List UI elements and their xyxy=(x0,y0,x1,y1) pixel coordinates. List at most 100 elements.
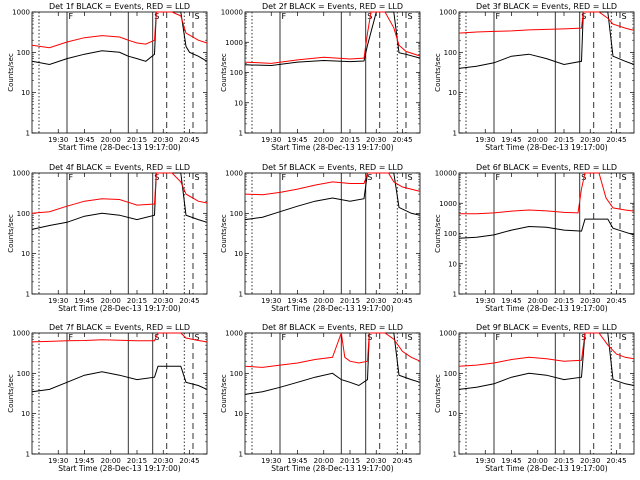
event-marker-label: F xyxy=(282,173,287,182)
series-line-events xyxy=(31,11,208,66)
event-marker-label: F xyxy=(496,12,501,21)
y-tick-label: 1000 xyxy=(12,330,30,338)
x-tick-label: 20:15 xyxy=(340,297,360,305)
x-tick-label: 20:30 xyxy=(366,457,386,465)
x-tick-label: 20:00 xyxy=(314,297,334,305)
y-tick-label: 1 xyxy=(26,291,30,299)
x-tick-label: 19:30 xyxy=(261,136,281,144)
x-tick-label: 20:00 xyxy=(101,457,121,465)
x-axis-label: Start Time (28-Dec-13 19:17:00) xyxy=(271,464,393,473)
panel-title: Det 5f BLACK = Events, RED = LLD xyxy=(262,163,403,172)
x-tick-label: 20:00 xyxy=(528,136,548,144)
x-tick-label: 20:15 xyxy=(554,297,574,305)
panel-det-4: Det 4f BLACK = Events, RED = LLD 1 10 100 10… xyxy=(7,163,208,313)
panel-title: Det 2f BLACK = Events, RED = LLD xyxy=(262,2,403,11)
y-tick-label: 100 xyxy=(444,49,457,57)
x-tick-label: 20:45 xyxy=(606,297,626,305)
plot-frame xyxy=(458,11,635,134)
panel-det-2: Det 2f BLACK = Events, RED = LLD 1 10 100 10… xyxy=(220,2,421,152)
y-tick-label: 10 xyxy=(234,250,243,258)
x-axis-label: Start Time (28-Dec-13 19:17:00) xyxy=(485,304,607,313)
x-tick-label: 20:45 xyxy=(606,457,626,465)
series-line-lld xyxy=(31,172,208,214)
y-tick-label: 10 xyxy=(234,410,243,418)
x-tick-label: 19:30 xyxy=(48,297,68,305)
event-marker-label: S xyxy=(581,333,586,342)
series-line-events xyxy=(244,172,421,221)
x-tick-label: 19:30 xyxy=(475,136,495,144)
panel-title: Det 4f BLACK = Events, RED = LLD xyxy=(49,163,190,172)
y-tick-label: 10 xyxy=(448,89,457,97)
x-tick-label: 20:15 xyxy=(554,136,574,144)
x-tick-label: 20:30 xyxy=(580,136,600,144)
event-marker-label: S xyxy=(408,12,413,21)
x-tick-label: 19:30 xyxy=(475,297,495,305)
x-axis-label: Start Time (28-Dec-13 19:17:00) xyxy=(271,304,393,313)
panel-title: Det 7f BLACK = Events, RED = LLD xyxy=(49,323,190,332)
series-line-events xyxy=(31,365,208,393)
series-line-lld xyxy=(458,332,635,367)
event-marker-label: F xyxy=(282,333,287,342)
y-tick-label: 10 xyxy=(21,410,30,418)
x-tick-label: 20:00 xyxy=(101,297,121,305)
x-tick-label: 19:45 xyxy=(74,297,94,305)
series-line-lld xyxy=(244,172,421,196)
y-tick-label: 1000 xyxy=(225,330,243,338)
y-tick-label: 10 xyxy=(21,250,30,258)
x-axis-label: Start Time (28-Dec-13 19:17:00) xyxy=(58,143,180,152)
x-tick-label: 20:30 xyxy=(366,297,386,305)
x-tick-label: 20:45 xyxy=(392,457,412,465)
y-tick-label: 100 xyxy=(17,210,30,218)
x-tick-label: 20:30 xyxy=(580,297,600,305)
x-tick-label: 19:45 xyxy=(287,297,307,305)
event-marker-label: F xyxy=(496,333,501,342)
y-axis-label: Counts/sec xyxy=(220,53,228,92)
y-tick-label: 1000 xyxy=(12,170,30,178)
series-line-lld xyxy=(31,332,208,343)
x-tick-label: 19:30 xyxy=(475,457,495,465)
x-tick-label: 20:30 xyxy=(153,297,173,305)
panel-det-7: Det 7f BLACK = Events, RED = LLD 1 10 100 10… xyxy=(7,323,208,473)
series-line-lld xyxy=(244,11,421,64)
x-tick-label: 20:30 xyxy=(366,136,386,144)
event-marker-label: F xyxy=(69,333,74,342)
y-tick-label: 10000 xyxy=(435,170,457,178)
x-tick-label: 20:45 xyxy=(179,297,199,305)
x-tick-label: 19:45 xyxy=(74,457,94,465)
plot-frame xyxy=(244,332,421,455)
panel-det-6: Det 6f BLACK = Events, RED = LLD 1 10 100 10… xyxy=(434,163,635,313)
event-marker-label: S xyxy=(154,12,159,21)
x-tick-label: 20:45 xyxy=(392,297,412,305)
x-tick-label: 20:30 xyxy=(580,457,600,465)
event-marker-label: S xyxy=(195,333,200,342)
x-axis-label: Start Time (28-Dec-13 19:17:00) xyxy=(485,143,607,152)
x-tick-label: 19:45 xyxy=(287,136,307,144)
event-marker-label: S xyxy=(622,173,627,182)
y-tick-label: 1 xyxy=(239,130,243,138)
y-tick-label: 100 xyxy=(230,370,243,378)
event-marker-label: S xyxy=(581,12,586,21)
event-marker-label: S xyxy=(154,333,159,342)
panel-title: Det 3f BLACK = Events, RED = LLD xyxy=(476,2,617,11)
y-axis-label: Counts/sec xyxy=(220,214,228,253)
y-tick-label: 10000 xyxy=(221,9,243,17)
x-tick-label: 20:15 xyxy=(340,457,360,465)
y-axis-label: Counts/sec xyxy=(434,53,442,92)
event-marker-label: S xyxy=(622,333,627,342)
y-tick-label: 1000 xyxy=(225,39,243,47)
x-tick-label: 20:30 xyxy=(153,457,173,465)
x-tick-label: 20:00 xyxy=(101,136,121,144)
plot-frame xyxy=(244,172,421,295)
y-tick-label: 1 xyxy=(239,291,243,299)
x-tick-label: 20:30 xyxy=(153,136,173,144)
x-tick-label: 20:15 xyxy=(127,457,147,465)
x-tick-label: 19:45 xyxy=(501,457,521,465)
event-marker-label: S xyxy=(154,173,159,182)
x-tick-label: 20:00 xyxy=(528,297,548,305)
series-line-events xyxy=(244,11,421,67)
x-tick-label: 20:45 xyxy=(392,136,412,144)
y-axis-label: Counts/sec xyxy=(434,214,442,253)
series-line-events xyxy=(458,218,635,239)
x-axis-label: Start Time (28-Dec-13 19:17:00) xyxy=(58,304,180,313)
